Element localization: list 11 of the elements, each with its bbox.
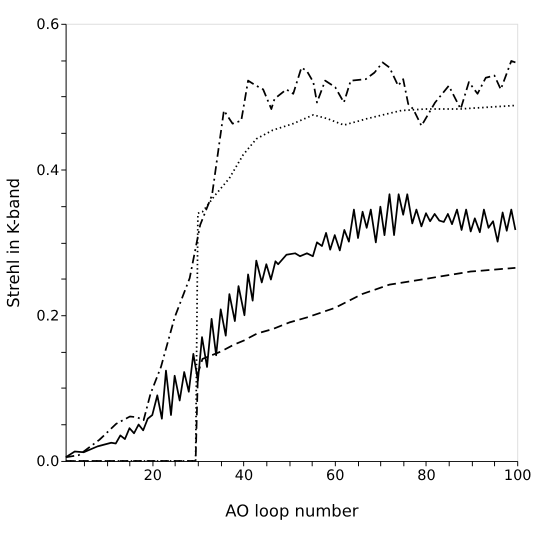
y-tick-label: 0.4 xyxy=(36,162,60,179)
x-tick-label: 60 xyxy=(326,468,344,484)
x-tick-label: 40 xyxy=(234,468,254,484)
y-tick-label: 0.6 xyxy=(36,17,60,34)
x-tick-label: 100 xyxy=(504,468,532,484)
y-tick-label: 0.2 xyxy=(36,308,60,325)
y-axis-title: Strehl in K-band xyxy=(4,178,23,308)
x-tick-label: 20 xyxy=(144,468,162,484)
x-axis-title: AO loop number xyxy=(225,501,359,520)
y-tick-label: 0.0 xyxy=(36,454,60,470)
x-tick-label: 80 xyxy=(417,468,436,484)
